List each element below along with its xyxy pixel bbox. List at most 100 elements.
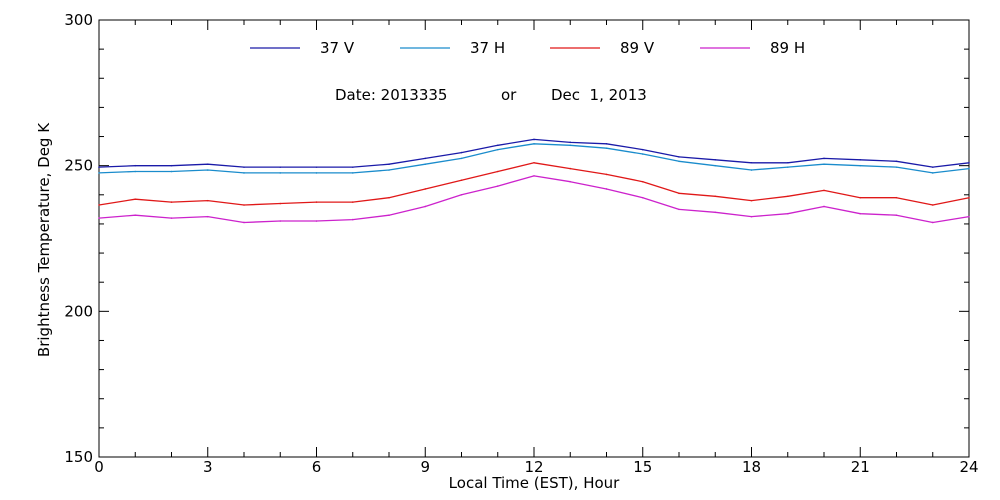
data-point (243, 166, 245, 168)
data-point (134, 214, 137, 216)
data-point (569, 167, 572, 170)
data-point (460, 194, 463, 196)
data-point (533, 138, 535, 141)
data-point (388, 196, 390, 199)
y-tick-label: 250 (64, 157, 93, 175)
calendar-date: Dec 1, 2013 (551, 86, 647, 104)
data-point (388, 169, 390, 171)
data-point (460, 179, 463, 182)
y-tick-label: 200 (64, 302, 93, 320)
data-point (351, 218, 354, 221)
legend-label: 37 H (470, 39, 505, 57)
y-axis-label: Brightness Temperature, Deg K (35, 122, 53, 357)
data-point (714, 211, 717, 214)
data-point (678, 160, 680, 163)
x-tick-label: 0 (94, 458, 104, 476)
data-point (641, 196, 644, 199)
data-point (533, 161, 535, 164)
data-point (170, 217, 173, 219)
legend-label: 89 V (620, 39, 655, 57)
data-point (895, 160, 898, 163)
data-point (823, 205, 825, 208)
data-point (895, 214, 898, 216)
data-point (533, 175, 535, 177)
data-point (714, 195, 717, 198)
data-point (605, 188, 608, 190)
data-point (823, 189, 825, 192)
data-point (569, 141, 572, 144)
data-point (134, 198, 137, 200)
data-point (931, 166, 934, 168)
data-point (134, 164, 137, 167)
data-point (388, 163, 390, 166)
data-point (460, 151, 463, 154)
date-label: Date: 2013335 (335, 86, 447, 104)
data-point (750, 199, 753, 202)
y-tick-label: 300 (64, 11, 93, 29)
data-point (823, 163, 825, 166)
data-point (605, 147, 608, 149)
data-point (206, 215, 209, 218)
x-tick-label: 12 (524, 458, 543, 476)
data-point (243, 204, 245, 206)
data-point (678, 192, 680, 195)
data-point (98, 217, 100, 219)
data-point (714, 164, 717, 167)
data-point (279, 166, 282, 168)
data-point (678, 156, 680, 158)
data-point (641, 180, 644, 183)
data-point (859, 159, 862, 161)
data-point (315, 166, 318, 168)
x-tick-label: 9 (420, 458, 430, 476)
data-point (424, 188, 427, 190)
data-point (968, 196, 970, 199)
x-tick-label: 21 (851, 458, 870, 476)
series-lines (98, 138, 970, 224)
data-point (786, 166, 789, 168)
data-point (206, 169, 209, 171)
x-tick-label: 3 (203, 458, 213, 476)
data-point (134, 170, 137, 173)
data-point (279, 172, 282, 174)
data-point (533, 143, 535, 145)
data-point (714, 159, 717, 161)
data-point (98, 172, 100, 174)
data-point (496, 185, 499, 187)
data-point (460, 157, 463, 160)
data-point (496, 148, 499, 151)
data-point (315, 220, 318, 222)
data-point (750, 215, 753, 218)
data-point (786, 161, 789, 164)
x-tick-label: 18 (742, 458, 761, 476)
data-point (388, 214, 390, 216)
data-point (496, 144, 499, 147)
data-point (823, 157, 825, 160)
x-tick-label: 24 (959, 458, 978, 476)
data-point (968, 167, 970, 170)
data-point (786, 195, 789, 198)
data-point (279, 202, 282, 205)
data-point (931, 204, 934, 206)
x-axis-label: Local Time (EST), Hour (449, 474, 620, 492)
x-tick-label: 6 (312, 458, 322, 476)
data-point (206, 199, 209, 202)
data-point (968, 161, 970, 164)
data-point (243, 221, 245, 224)
data-point (931, 221, 934, 224)
data-point (750, 169, 753, 171)
data-point (170, 170, 173, 173)
legend: 37 V 37 H 89 V 89 H (250, 39, 805, 57)
x-tick-label: 15 (633, 458, 652, 476)
data-point (605, 143, 608, 145)
data-point (206, 163, 209, 166)
data-point (605, 173, 608, 176)
data-point (424, 157, 427, 160)
data-point (931, 172, 934, 174)
date-separator: or (501, 86, 517, 104)
data-point (641, 148, 644, 151)
data-point (895, 196, 898, 199)
data-point (351, 166, 354, 168)
data-point (496, 170, 499, 173)
